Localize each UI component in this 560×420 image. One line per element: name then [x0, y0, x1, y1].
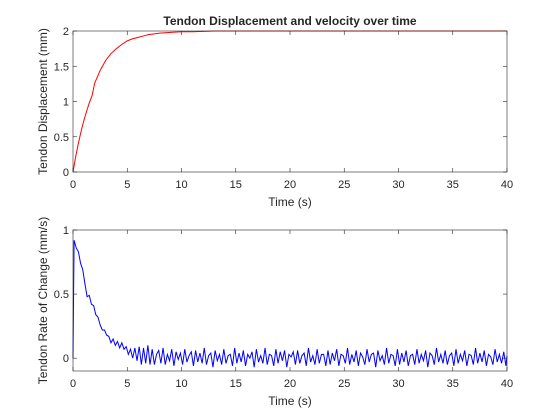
x-tick-label: 40: [501, 378, 513, 390]
x-tick-label: 20: [284, 378, 296, 390]
rate-axes: 0 5 10 15 20 25 30 35 40 00.51 Time (s) Tendon R…: [36, 217, 513, 408]
x-tick-label: 30: [392, 179, 404, 191]
x-tick-label: 40: [501, 179, 513, 191]
x-tick-label: 0: [70, 378, 76, 390]
x-tick-label: 25: [338, 179, 350, 191]
y-tick-label: 1.5: [54, 61, 69, 73]
x-tick-label: 5: [124, 179, 130, 191]
x-tick-label: 35: [447, 378, 459, 390]
rate-y-ticks: 00.51: [54, 225, 507, 365]
rate-x-axis-label: Time (s): [268, 394, 312, 408]
y-tick-label: 1: [63, 97, 69, 109]
displacement-axes: Tendon Displacement and velocity over ti…: [36, 14, 513, 209]
chart-title: Tendon Displacement and velocity over ti…: [163, 14, 417, 28]
y-tick-label: 0.5: [54, 289, 69, 301]
y-tick-label: 0: [63, 353, 69, 365]
displacement-axes-box: [72, 30, 508, 173]
x-tick-label: 25: [338, 378, 350, 390]
rate-y-axis-label: Tendon Rate of Change (mm/s): [36, 217, 50, 384]
y-tick-label: 0: [63, 167, 69, 179]
displacement-y-axis-label: Tendon Displacement (mm): [36, 28, 50, 175]
x-tick-label: 35: [447, 179, 459, 191]
x-tick-label: 10: [175, 378, 187, 390]
x-tick-label: 10: [175, 179, 187, 191]
rate-series-line: [72, 240, 508, 368]
rate-axes-box: [72, 229, 508, 372]
x-tick-label: 0: [70, 179, 76, 191]
displacement-series-line: [72, 30, 507, 173]
x-tick-label: 20: [284, 179, 296, 191]
rate-x-ticks: 0 5 10 15 20 25 30 35 40: [70, 230, 513, 390]
displacement-x-axis-label: Time (s): [268, 195, 312, 209]
displacement-y-ticks: 0 0.5 1 1.5 2: [54, 26, 507, 179]
x-tick-label: 15: [230, 179, 242, 191]
y-tick-label: 0.5: [54, 132, 69, 144]
y-tick-label: 1: [63, 225, 69, 237]
x-tick-label: 5: [124, 378, 130, 390]
y-tick-label: 2: [63, 26, 69, 38]
displacement-x-ticks: 0 5 10 15 20 25 30 35 40: [70, 31, 513, 191]
x-tick-label: 30: [392, 378, 404, 390]
x-tick-label: 15: [230, 378, 242, 390]
